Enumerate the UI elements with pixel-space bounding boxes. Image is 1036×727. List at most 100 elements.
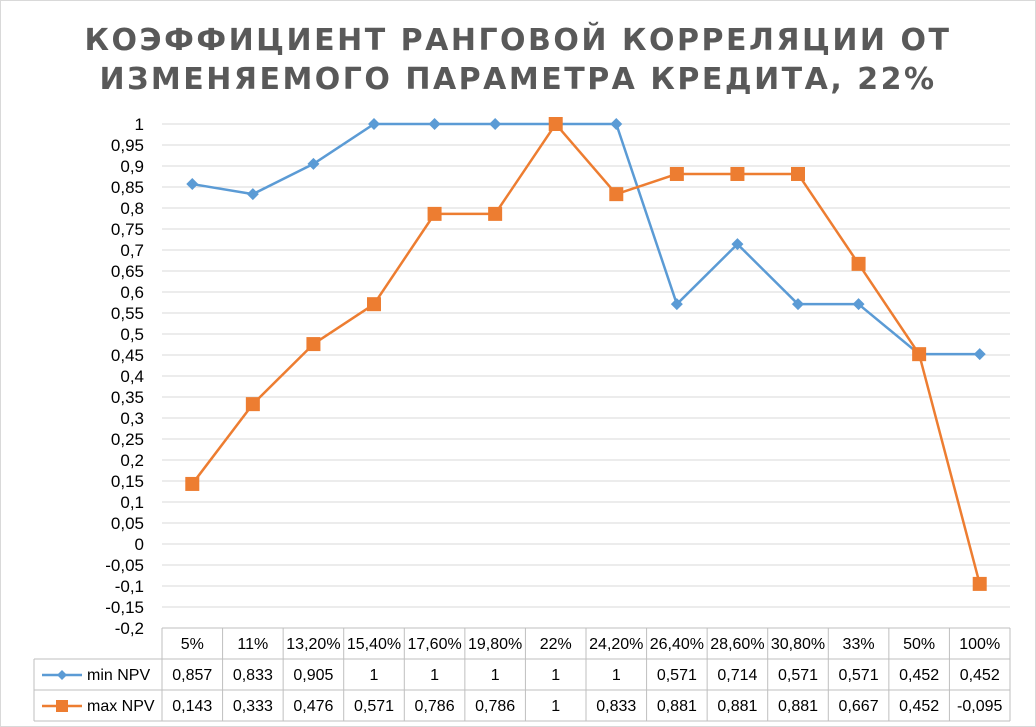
data-point-max-npv — [912, 347, 927, 362]
table-cell-value: 1 — [491, 667, 500, 684]
x-tick-label: 22% — [540, 636, 572, 653]
legend-marker — [57, 670, 67, 680]
y-tick-label: 1 — [135, 115, 144, 134]
y-tick-label: -0,2 — [115, 619, 144, 638]
data-point-max-npv — [851, 256, 866, 271]
y-tick-label: 0,3 — [120, 409, 144, 428]
data-point-max-npv — [548, 117, 563, 131]
y-tick-label: 0,25 — [111, 430, 144, 449]
data-point-min-npv — [368, 118, 380, 130]
table-cell-value: 0,333 — [233, 698, 273, 715]
table-cell-value: 0,571 — [354, 698, 394, 715]
chart-title-line-2: ИЗМЕНЯЕМОГО ПАРАМЕТРА КРЕДИТА, 22% — [99, 62, 936, 97]
series-line-max-npv — [191, 122, 981, 585]
y-tick-label: 0,5 — [120, 325, 144, 344]
data-point-max-npv — [669, 166, 684, 181]
table-cell-value: -0,095 — [957, 698, 1002, 715]
x-tick-label: 17,60% — [407, 636, 461, 653]
y-tick-label: 0,55 — [111, 304, 144, 323]
data-point-min-npv — [307, 157, 320, 170]
y-tick-label: 0,9 — [120, 157, 144, 176]
data-point-max-npv — [245, 397, 260, 412]
data-point-min-npv — [731, 238, 744, 251]
table-cell-value: 0,476 — [293, 698, 333, 715]
table-cell-value: 0,786 — [415, 698, 455, 715]
table-cell-value: 0,881 — [778, 698, 818, 715]
data-point-max-npv — [367, 297, 381, 312]
table-cell-value: 0,667 — [839, 698, 879, 715]
table-cell-value: 0,571 — [657, 667, 697, 684]
table-cell-value: 0,452 — [960, 667, 1000, 684]
chart-title-line-1: КОЭФФИЦИЕНТ РАНГОВОЙ КОРРЕЛЯЦИИ ОТ — [85, 22, 952, 58]
data-point-max-npv — [972, 576, 987, 591]
data-point-min-npv — [246, 188, 259, 201]
y-tick-label: 0 — [135, 535, 144, 554]
data-point-max-npv — [306, 337, 321, 352]
x-tick-label: 15,40% — [347, 636, 401, 653]
x-tick-label: 5% — [181, 636, 204, 653]
table-cell-value: 0,571 — [839, 667, 879, 684]
table-cell-value: 0,833 — [233, 667, 273, 684]
table-cell-value: 0,905 — [293, 667, 333, 684]
y-tick-label: -0,1 — [115, 577, 144, 596]
y-tick-label: 0,7 — [120, 241, 144, 260]
y-tick-label: 0,8 — [120, 199, 144, 218]
table-cell-value: 1 — [430, 667, 439, 684]
y-tick-label: 0,05 — [111, 514, 144, 533]
legend-label: min NPV — [87, 667, 150, 684]
y-tick-label: 0,45 — [111, 346, 144, 365]
data-point-min-npv — [792, 298, 804, 311]
y-tick-label: 0,35 — [111, 388, 144, 407]
table-cell-value: 1 — [612, 667, 621, 684]
table-cell-value: 0,452 — [899, 698, 939, 715]
table-cell-value: 1 — [370, 667, 379, 684]
x-tick-label: 28,60% — [710, 636, 764, 653]
series-group — [185, 117, 987, 591]
x-tick-label: 19,80% — [468, 636, 522, 653]
table-cell-value: 1 — [551, 667, 560, 684]
table-cell-value: 1 — [551, 698, 560, 715]
legend-marker — [56, 700, 68, 712]
x-tick-label: 13,20% — [286, 636, 340, 653]
table-cell-value: 0,833 — [596, 698, 636, 715]
table-cell-value: 0,881 — [657, 698, 697, 715]
y-tick-label: -0,15 — [105, 598, 144, 617]
x-tick-label: 26,40% — [650, 636, 704, 653]
legend-min-npv: min NPV — [42, 667, 150, 684]
y-tick-label: 0,15 — [111, 472, 144, 491]
data-point-max-npv — [730, 166, 745, 181]
table-cell-value: 0,857 — [172, 667, 212, 684]
legend-max-npv: max NPV — [42, 698, 155, 715]
y-tick-label: 0,4 — [120, 367, 144, 386]
x-tick-label: 11% — [237, 636, 268, 653]
table-cell-value: 0,143 — [172, 698, 212, 715]
data-point-max-npv — [791, 166, 805, 181]
data-point-min-npv — [186, 178, 199, 191]
data-point-max-npv — [609, 187, 624, 202]
y-tick-label: 0,2 — [120, 451, 144, 470]
y-tick-label: 0,6 — [120, 283, 144, 302]
x-tick-label: 100% — [959, 636, 1000, 653]
table-cell-value: 0,452 — [899, 667, 939, 684]
table-cell-value: 0,881 — [717, 698, 757, 715]
data-point-max-npv — [427, 206, 442, 221]
data-point-max-npv — [488, 206, 503, 221]
data-point-min-npv — [610, 118, 623, 130]
series-line-min-npv — [192, 122, 980, 356]
series-min-npv — [186, 118, 986, 361]
data-point-min-npv — [670, 298, 683, 311]
data-point-max-npv — [185, 476, 200, 491]
data-point-min-npv — [852, 298, 865, 311]
y-tick-label: 0,1 — [120, 493, 144, 512]
y-axis: -0,2 -0,15 -0,1 -0,05 0 0,05 0,1 0,15 0,2 0,25 0,3… — [105, 115, 144, 638]
y-tick-label: -0,05 — [105, 556, 144, 575]
legend-label: max NPV — [87, 698, 155, 715]
y-tick-label: 0,75 — [111, 220, 144, 239]
data-point-min-npv — [973, 348, 986, 361]
series-max-npv — [185, 117, 987, 591]
x-tick-label: 24,20% — [589, 636, 643, 653]
data-point-min-npv — [489, 118, 502, 130]
